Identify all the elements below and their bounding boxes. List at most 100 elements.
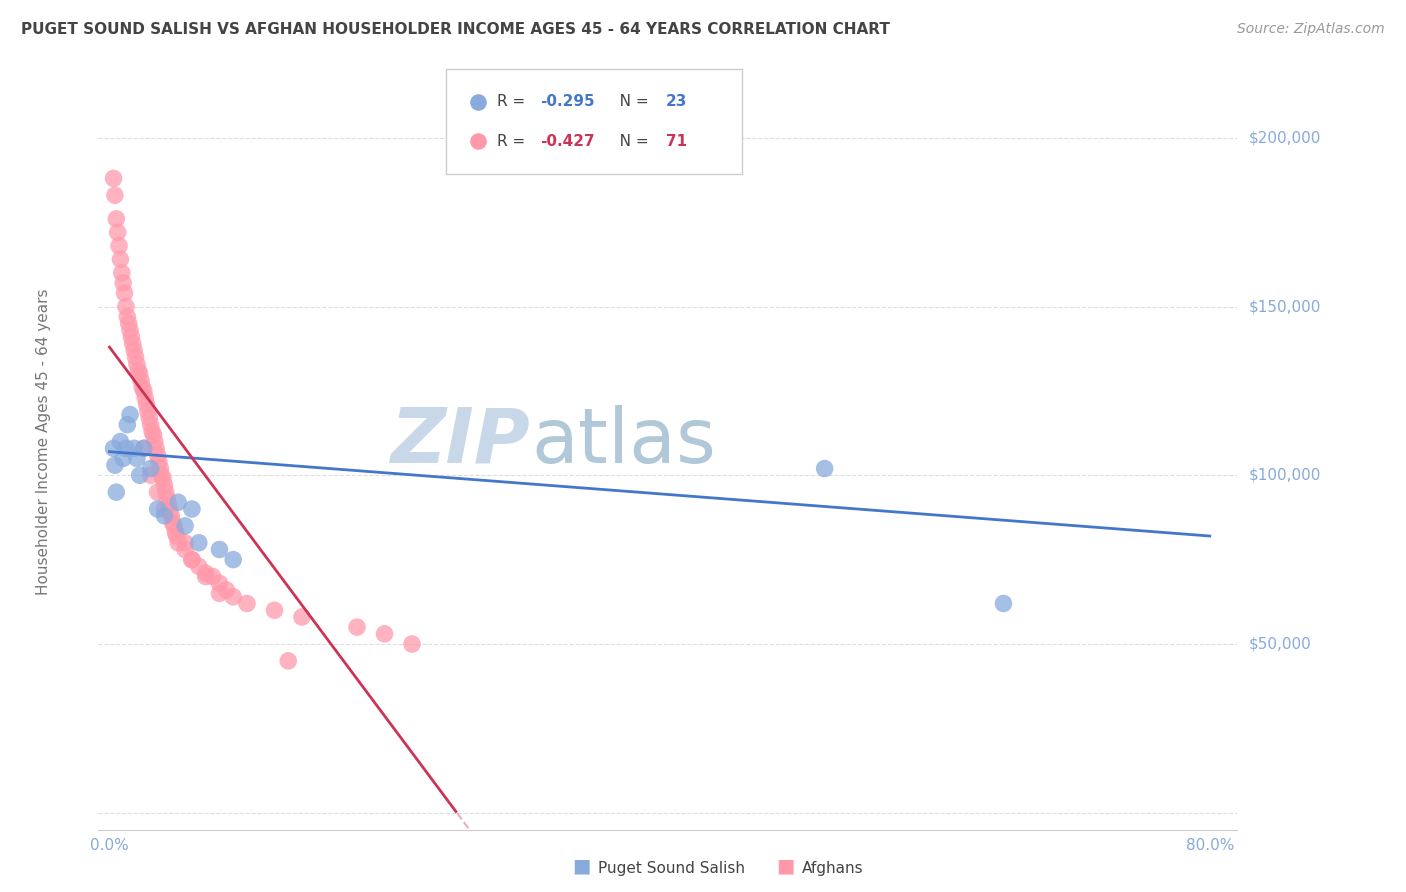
Point <box>160 508 183 523</box>
Point <box>103 442 125 456</box>
Point <box>111 266 134 280</box>
Point <box>125 357 148 371</box>
Point <box>201 569 224 583</box>
Point <box>135 397 157 411</box>
Point <box>166 529 188 543</box>
Point <box>208 586 231 600</box>
Point <box>138 411 160 425</box>
Point <box>152 472 174 486</box>
Point <box>118 317 141 331</box>
Point <box>120 323 141 337</box>
Point <box>222 590 245 604</box>
Point <box>174 542 197 557</box>
Text: atlas: atlas <box>531 405 716 478</box>
Text: ■: ■ <box>572 857 591 876</box>
Point <box>157 499 180 513</box>
Text: 23: 23 <box>665 95 688 110</box>
Point <box>174 535 197 549</box>
Point <box>146 502 169 516</box>
Text: R =: R = <box>498 134 530 149</box>
Point <box>129 374 152 388</box>
Text: N =: N = <box>605 95 654 110</box>
Point <box>121 336 143 351</box>
Point <box>150 468 173 483</box>
Text: $150,000: $150,000 <box>1249 299 1320 314</box>
Point <box>112 276 135 290</box>
Point <box>163 519 186 533</box>
Point <box>145 442 167 456</box>
Point <box>139 461 162 475</box>
Point <box>187 559 209 574</box>
Point <box>346 620 368 634</box>
Point <box>146 485 169 500</box>
Text: PUGET SOUND SALISH VS AFGHAN HOUSEHOLDER INCOME AGES 45 - 64 YEARS CORRELATION C: PUGET SOUND SALISH VS AFGHAN HOUSEHOLDER… <box>21 22 890 37</box>
Point <box>153 478 176 492</box>
Point <box>104 458 127 472</box>
Text: Puget Sound Salish: Puget Sound Salish <box>598 861 745 876</box>
Point <box>120 330 142 344</box>
Point <box>122 343 145 358</box>
Point <box>104 188 127 202</box>
Text: Source: ZipAtlas.com: Source: ZipAtlas.com <box>1237 22 1385 37</box>
Point <box>165 525 187 540</box>
Point <box>208 542 231 557</box>
Point <box>112 451 135 466</box>
Point <box>122 442 145 456</box>
Point <box>103 171 125 186</box>
Text: $200,000: $200,000 <box>1249 130 1320 145</box>
Point <box>194 566 217 581</box>
Point <box>128 367 150 381</box>
Text: -0.427: -0.427 <box>540 134 595 149</box>
Point <box>401 637 423 651</box>
Point <box>131 380 153 394</box>
Point <box>174 519 197 533</box>
Point <box>167 535 190 549</box>
Point <box>557 805 579 820</box>
Point <box>120 408 141 422</box>
Point <box>108 239 131 253</box>
Point <box>110 434 132 449</box>
Point <box>127 364 149 378</box>
Point <box>215 582 238 597</box>
Point <box>181 502 204 516</box>
Point <box>114 286 136 301</box>
Point <box>181 552 204 566</box>
Text: ZIP: ZIP <box>391 405 531 478</box>
Point <box>132 442 155 456</box>
Text: Afghans: Afghans <box>801 861 863 876</box>
Point <box>134 391 156 405</box>
Text: ■: ■ <box>776 857 794 876</box>
FancyBboxPatch shape <box>446 69 742 174</box>
Point <box>148 455 170 469</box>
Point <box>159 505 181 519</box>
Point <box>143 434 166 449</box>
Point <box>141 425 163 439</box>
Point <box>153 502 176 516</box>
Point <box>115 300 138 314</box>
Point <box>128 468 150 483</box>
Point <box>155 485 177 500</box>
Point <box>142 427 165 442</box>
Point <box>162 516 184 530</box>
Point <box>373 627 395 641</box>
Point <box>115 442 138 456</box>
Point <box>136 404 159 418</box>
Point <box>263 603 285 617</box>
Point <box>993 597 1015 611</box>
Point <box>194 569 217 583</box>
Point <box>187 535 209 549</box>
Point <box>149 461 172 475</box>
Point <box>132 384 155 398</box>
Point <box>181 552 204 566</box>
Point <box>208 576 231 591</box>
Point <box>105 211 128 226</box>
Text: -0.295: -0.295 <box>540 95 595 110</box>
Text: $50,000: $50,000 <box>1249 637 1312 651</box>
Point <box>105 485 128 500</box>
Point <box>291 610 314 624</box>
Point <box>236 597 259 611</box>
Point <box>814 461 837 475</box>
Text: 71: 71 <box>665 134 686 149</box>
Text: R =: R = <box>498 95 530 110</box>
Point <box>146 448 169 462</box>
